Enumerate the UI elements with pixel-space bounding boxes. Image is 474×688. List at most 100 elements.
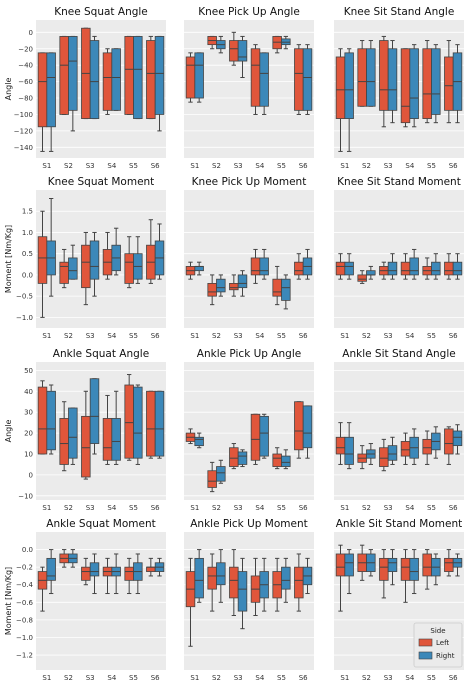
- y-axis-label: Angle: [4, 420, 13, 443]
- left-box: [81, 244, 91, 289]
- x-tick-label: S2: [64, 162, 73, 170]
- right-box: [387, 261, 398, 276]
- left-box: [59, 418, 69, 465]
- y-tick-label: −140: [14, 144, 33, 152]
- left-box: [379, 447, 389, 467]
- right-box: [452, 430, 463, 447]
- y-tick-label: −0.2: [16, 564, 33, 572]
- x-tick-label: S5: [129, 162, 138, 170]
- legend-swatch-right: [418, 651, 433, 660]
- x-tick-label: S6: [299, 162, 308, 170]
- x-tick-label: S2: [64, 674, 73, 682]
- x-tick-label: S6: [299, 674, 308, 682]
- x-tick-label: S4: [107, 504, 116, 512]
- left-box: [250, 413, 261, 461]
- plot-panel: [334, 190, 464, 328]
- left-box: [335, 261, 346, 276]
- right-box: [366, 270, 376, 276]
- y-tick-label: 1.5: [22, 208, 33, 216]
- x-tick-label: S2: [212, 332, 221, 340]
- x-tick-label: S1: [190, 332, 199, 340]
- right-box: [68, 257, 78, 280]
- left-box: [229, 566, 239, 599]
- x-tick-label: S3: [86, 162, 95, 170]
- left-box: [357, 48, 367, 107]
- left-box: [124, 384, 134, 459]
- left-box: [81, 566, 91, 581]
- panel-title: Knee Squat Angle: [54, 6, 148, 18]
- right-box: [89, 562, 100, 577]
- left-box: [335, 56, 346, 119]
- y-tick-label: −1.2: [16, 652, 33, 660]
- x-tick-label: S5: [277, 162, 286, 170]
- left-box: [146, 390, 156, 457]
- legend-title: Side: [430, 627, 445, 635]
- left-box: [124, 566, 134, 581]
- left-box: [294, 566, 304, 599]
- right-box: [89, 240, 100, 280]
- right-box: [154, 390, 165, 457]
- right-box: [133, 386, 143, 459]
- left-box: [379, 557, 389, 581]
- x-tick-label: S1: [340, 674, 349, 682]
- right-box: [366, 48, 376, 107]
- left-box: [207, 470, 217, 488]
- y-tick-label: −20: [18, 45, 33, 53]
- right-box: [431, 261, 441, 276]
- x-tick-label: S4: [405, 162, 414, 170]
- legend-label-left: Left: [436, 639, 449, 647]
- right-box: [194, 266, 204, 272]
- right-box: [344, 436, 354, 465]
- left-box: [124, 253, 134, 284]
- x-tick-label: S1: [340, 332, 349, 340]
- y-tick-label: −1.0: [16, 314, 33, 322]
- x-tick-label: S1: [42, 504, 51, 512]
- x-tick-label: S5: [277, 332, 286, 340]
- right-box: [281, 278, 291, 301]
- x-tick-label: S2: [362, 504, 371, 512]
- legend-swatch-left: [418, 638, 433, 647]
- panel-title: Ankle Pick Up Angle: [197, 348, 301, 360]
- y-tick-label: −10: [18, 492, 33, 500]
- left-box: [335, 553, 346, 577]
- y-axis-label: Moment [Nm/Kg]: [4, 567, 13, 635]
- plot-panel: [36, 20, 166, 158]
- x-tick-label: S6: [449, 504, 458, 512]
- panel-title: Ankle Sit Stand Moment: [336, 518, 463, 530]
- x-tick-label: S3: [384, 674, 393, 682]
- right-box: [216, 466, 226, 482]
- panel-title: Knee Pick Up Angle: [198, 6, 300, 18]
- left-box: [59, 36, 69, 115]
- plot-panel: [334, 20, 464, 158]
- left-box: [207, 566, 217, 590]
- right-box: [111, 48, 121, 111]
- right-box: [111, 418, 121, 461]
- right-box: [194, 52, 204, 99]
- left-box: [207, 283, 217, 297]
- right-box: [68, 36, 78, 111]
- x-tick-label: S5: [129, 504, 138, 512]
- left-box: [422, 553, 432, 577]
- x-tick-label: S5: [427, 674, 436, 682]
- x-tick-label: S3: [86, 674, 95, 682]
- left-box: [146, 40, 156, 119]
- x-tick-label: S4: [255, 674, 264, 682]
- y-tick-label: 40: [24, 388, 33, 396]
- x-tick-label: S4: [405, 674, 414, 682]
- x-tick-label: S3: [234, 504, 243, 512]
- x-tick-label: S5: [129, 674, 138, 682]
- left-box: [422, 438, 432, 455]
- x-tick-label: S2: [212, 162, 221, 170]
- right-box: [89, 378, 100, 444]
- panel-title: Knee Sit Stand Angle: [344, 6, 455, 18]
- x-tick-label: S6: [299, 332, 308, 340]
- left-box: [400, 261, 411, 276]
- left-box: [444, 56, 454, 111]
- left-box: [81, 415, 91, 478]
- left-box: [229, 40, 239, 62]
- y-tick-label: −0.4: [16, 581, 34, 589]
- right-box: [216, 278, 226, 293]
- y-tick-label: 0: [29, 29, 33, 37]
- left-box: [400, 441, 411, 457]
